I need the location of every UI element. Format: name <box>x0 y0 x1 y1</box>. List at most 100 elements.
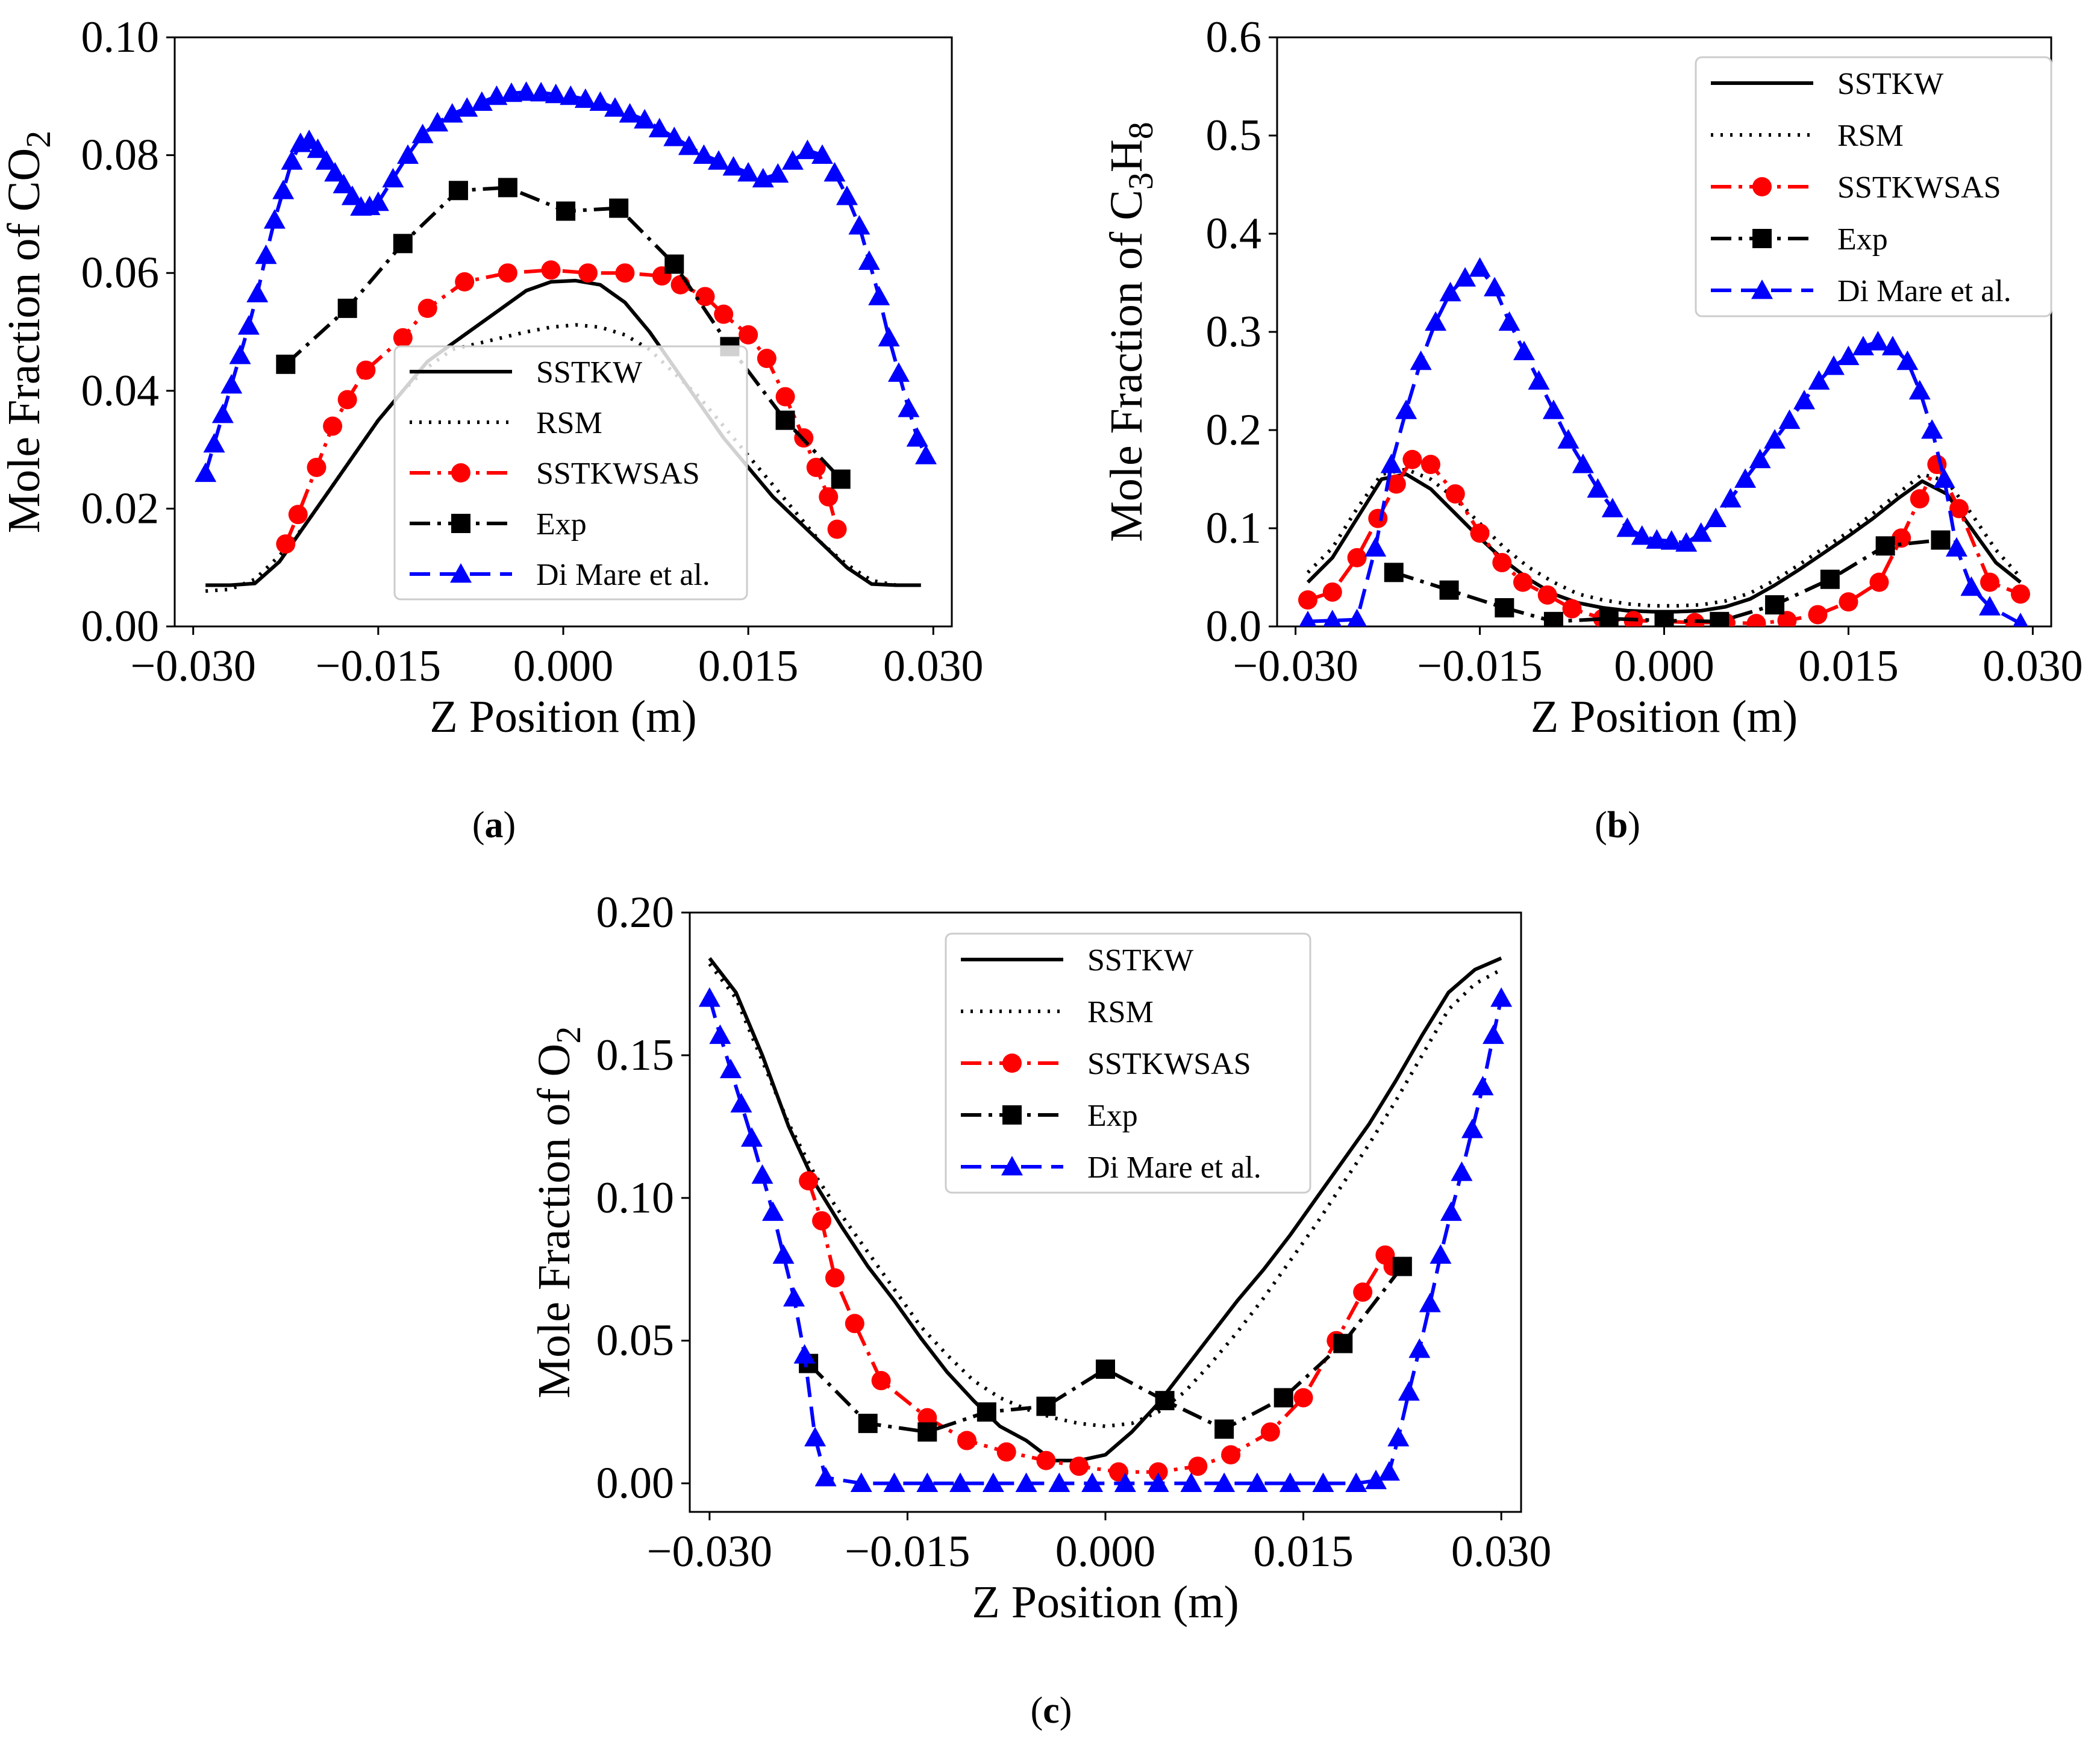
data-point-di-mare-et-al <box>1323 610 1342 626</box>
legend-marker-sstkwsas <box>1752 177 1772 196</box>
data-point-di-mare-et-al <box>858 250 880 270</box>
data-point-di-mare-et-al <box>1572 454 1594 473</box>
data-point-di-mare-et-al <box>560 85 582 105</box>
data-point-exp <box>858 1414 878 1434</box>
data-point-sstkwsas <box>276 534 296 554</box>
data-point-exp <box>276 354 296 374</box>
data-point-sstkwsas <box>1402 449 1422 469</box>
y-axis-label: Mole Fraction of CO2 <box>0 131 58 534</box>
data-point-sstkwsas <box>455 272 475 292</box>
data-point-sstkwsas <box>957 1431 977 1450</box>
data-point-sstkwsas <box>1420 455 1440 475</box>
legend: SSTKW RSM SSTKWSAS Exp Di Mare et al. <box>945 932 1311 1194</box>
legend-marker-exp <box>451 514 470 533</box>
y-axis-label: Mole Fraction of C3H8 <box>1101 122 1160 542</box>
data-point-sstkwsas <box>356 360 376 380</box>
data-point-di-mare-et-al <box>1425 311 1447 331</box>
data-point-di-mare-et-al <box>1933 468 1955 488</box>
data-point-di-mare-et-al <box>1048 1472 1070 1493</box>
data-point-di-mare-et-al <box>574 88 596 108</box>
data-point-di-mare-et-al <box>1881 336 1904 355</box>
data-point-di-mare-et-al <box>1279 1472 1301 1493</box>
series-line-sstkw <box>205 278 921 587</box>
data-point-sstkwsas <box>1386 474 1406 494</box>
data-point-exp <box>393 234 413 254</box>
data-point-exp <box>1333 1334 1353 1353</box>
data-point-di-mare-et-al <box>195 462 217 482</box>
data-point-sstkwsas <box>1777 611 1797 626</box>
y-tick-label: 0.15 <box>596 1031 675 1080</box>
data-point-di-mare-et-al <box>850 1472 872 1493</box>
x-tick-label: −0.015 <box>316 641 441 691</box>
data-point-di-mare-et-al <box>1587 478 1609 498</box>
data-point-sstkwsas <box>996 1442 1016 1462</box>
data-point-di-mare-et-al <box>1454 267 1477 287</box>
data-point-di-mare-et-al <box>501 82 522 102</box>
data-point-di-mare-et-al <box>1440 1201 1462 1221</box>
data-point-sstkwsas <box>757 349 777 369</box>
data-point-di-mare-et-al <box>1808 370 1830 390</box>
data-point-sstkwsas <box>1892 528 1911 548</box>
data-point-di-mare-et-al <box>772 1244 795 1264</box>
data-point-di-mare-et-al <box>1299 610 1317 626</box>
data-point-sstkwsas <box>615 263 635 283</box>
data-point-di-mare-et-al <box>1246 1472 1268 1493</box>
data-point-di-mare-et-al <box>203 432 225 453</box>
data-point-di-mare-et-al <box>441 103 463 123</box>
data-point-di-mare-et-al <box>1528 370 1550 390</box>
x-tick-label: −0.030 <box>1233 641 1358 691</box>
y-tick-label: 0.08 <box>81 131 160 180</box>
data-point-di-mare-et-al <box>663 126 686 146</box>
data-point-di-mare-et-al <box>315 150 337 170</box>
data-point-di-mare-et-al <box>515 81 537 101</box>
x-tick-label: 0.015 <box>698 641 799 691</box>
legend: SSTKW RSM SSTKWSAS Exp Di Mare et al. <box>1695 56 2052 317</box>
data-point-di-mare-et-al <box>1395 399 1417 419</box>
legend-label-sstkwsas: SSTKWSAS <box>1837 170 2001 205</box>
data-point-sstkwsas <box>871 1371 891 1391</box>
data-point-exp <box>831 469 851 489</box>
data-point-di-mare-et-al <box>708 150 730 170</box>
data-point-di-mare-et-al <box>1439 281 1461 302</box>
legend-box <box>1695 56 2052 317</box>
x-tick-label: 0.000 <box>513 641 614 691</box>
data-point-sstkwsas <box>1562 599 1582 619</box>
legend-marker-exp <box>1752 229 1772 248</box>
panel-caption: (b) <box>1595 805 1640 846</box>
data-point-sstkwsas <box>323 416 343 436</box>
data-point-di-mare-et-al <box>382 167 404 188</box>
data-point-exp <box>1710 611 1730 626</box>
legend-label-exp: Exp <box>536 507 587 542</box>
y-tick-label: 0.2 <box>1206 405 1262 455</box>
series-line-sstkw <box>708 957 1502 1462</box>
data-point-sstkwsas <box>1808 605 1828 625</box>
data-point-di-mare-et-al <box>1734 468 1757 488</box>
x-tick-label: −0.030 <box>131 641 256 691</box>
data-point-exp <box>1599 608 1619 626</box>
data-point-di-mare-et-al <box>2013 613 2028 626</box>
data-point-exp <box>556 201 576 221</box>
legend-marker-di-mare-et-al <box>1751 279 1773 299</box>
data-point-di-mare-et-al <box>762 1201 784 1221</box>
data-point-di-mare-et-al <box>255 244 277 264</box>
x-tick-label: 0.030 <box>1451 1527 1552 1576</box>
legend-box <box>393 345 748 601</box>
data-point-sstkwsas <box>417 298 437 318</box>
x-tick-label: −0.030 <box>647 1527 772 1576</box>
legend-label-di-mare-et-al: Di Mare et al. <box>1837 274 2011 308</box>
data-point-sstkwsas <box>288 505 308 525</box>
x-tick-label: 0.000 <box>1055 1527 1156 1576</box>
data-point-di-mare-et-al <box>211 403 234 423</box>
data-point-sstkwsas <box>1347 548 1367 567</box>
panel-caption: (a) <box>472 805 516 846</box>
data-point-di-mare-et-al <box>1364 537 1387 557</box>
data-point-sstkwsas <box>695 287 715 307</box>
data-point-sstkwsas <box>1260 1422 1280 1442</box>
data-point-sstkwsas <box>1839 592 1858 612</box>
data-point-di-mare-et-al <box>1896 350 1919 370</box>
plot-area <box>698 957 1513 1493</box>
data-point-di-mare-et-al <box>1837 345 1860 366</box>
data-point-di-mare-et-al <box>1867 331 1889 351</box>
data-point-exp <box>1392 1256 1412 1276</box>
data-point-di-mare-et-al <box>634 108 656 129</box>
